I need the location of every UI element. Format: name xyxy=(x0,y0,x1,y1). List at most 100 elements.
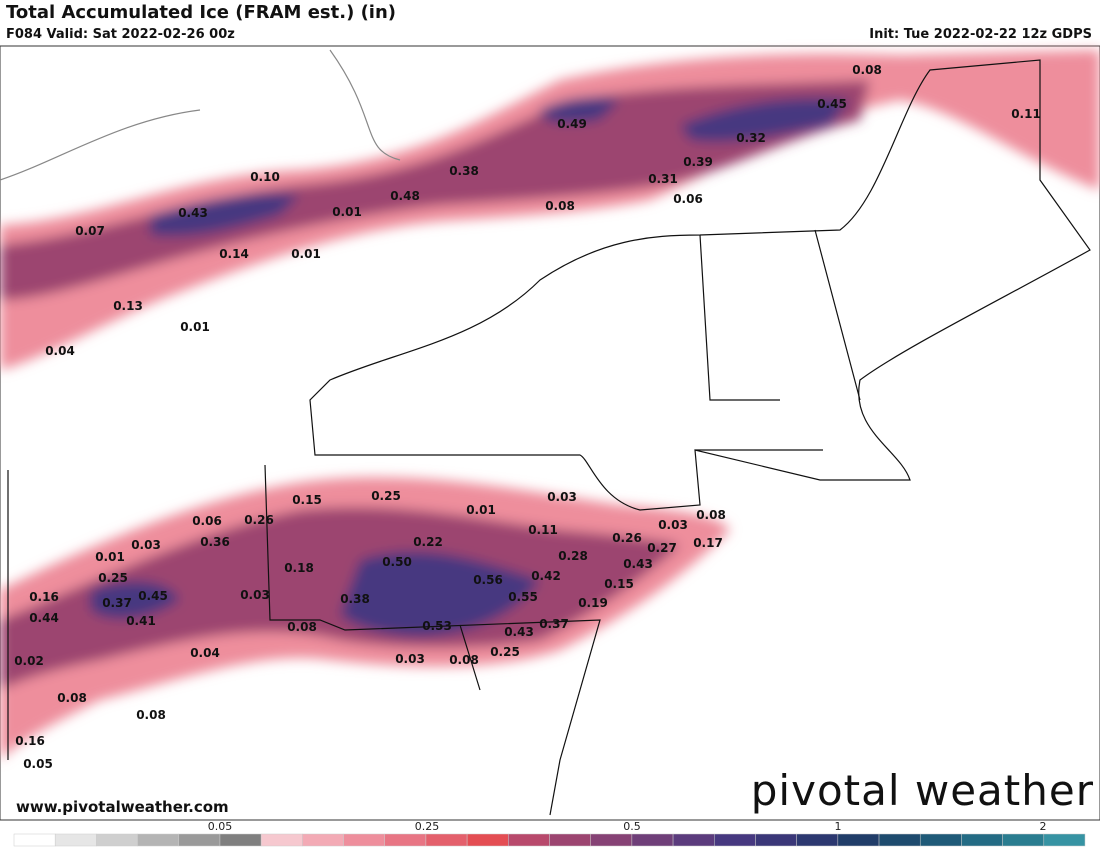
ice-label: 0.08 xyxy=(696,508,726,522)
ice-label: 0.56 xyxy=(473,573,503,587)
title: Total Accumulated Ice (FRAM est.) (in) xyxy=(6,2,397,23)
ice-label: 0.01 xyxy=(95,550,125,564)
ice-label: 0.42 xyxy=(531,569,561,583)
ice-label: 0.44 xyxy=(29,611,59,625)
ice-label: 0.08 xyxy=(287,620,317,634)
logo: pivotal weather xyxy=(750,766,1094,815)
colorbar-swatch xyxy=(54,833,97,847)
colorbar-swatch xyxy=(466,833,509,847)
ice-label: 0.08 xyxy=(449,653,479,667)
ice-label: 0.07 xyxy=(75,224,105,238)
ice-label: 0.04 xyxy=(45,344,75,358)
ice-label: 0.53 xyxy=(422,619,452,633)
colorbar-swatch xyxy=(714,833,756,847)
ice-label: 0.02 xyxy=(14,654,44,668)
ice-label: 0.01 xyxy=(291,247,321,261)
ice-label: 0.03 xyxy=(547,490,577,504)
colorbar-swatch xyxy=(590,833,633,847)
colorbar-label: 2 xyxy=(1040,820,1047,833)
ice-label: 0.19 xyxy=(578,596,608,610)
ice-label: 0.06 xyxy=(192,514,222,528)
colorbar-swatch xyxy=(796,833,839,847)
ice-label: 0.01 xyxy=(466,503,496,517)
ice-label: 0.36 xyxy=(200,535,230,549)
ice-label: 0.41 xyxy=(126,614,156,628)
ice-label: 0.31 xyxy=(648,172,678,186)
ice-label: 0.43 xyxy=(178,206,208,220)
ice-label: 0.26 xyxy=(244,513,274,527)
ice-label: 0.50 xyxy=(382,555,412,569)
ice-label: 0.08 xyxy=(545,199,575,213)
ice-label: 0.39 xyxy=(683,155,713,169)
colorbar-swatch xyxy=(425,833,468,847)
ice-label: 0.13 xyxy=(113,299,143,313)
colorbar-label: 0.5 xyxy=(623,820,641,833)
ice-label: 0.25 xyxy=(490,645,520,659)
ice-label: 0.15 xyxy=(292,493,322,507)
ice-label: 0.37 xyxy=(102,596,132,610)
colorbar-swatch xyxy=(1043,833,1086,847)
ice-label: 0.16 xyxy=(15,734,45,748)
colorbar-label: 0.05 xyxy=(208,820,233,833)
ice-label: 0.25 xyxy=(98,571,128,585)
colorbar-swatch xyxy=(878,833,921,847)
boundaries xyxy=(0,49,1091,816)
valid-time: F084 Valid: Sat 2022-02-26 00z xyxy=(6,27,235,42)
ice-label: 0.48 xyxy=(390,189,420,203)
ice-label: 0.14 xyxy=(219,247,249,261)
ice-label: 0.08 xyxy=(136,708,166,722)
colorbar-swatch xyxy=(755,833,797,847)
ice-label: 0.45 xyxy=(138,589,168,603)
colorbar-swatch xyxy=(260,833,303,847)
ice-label: 0.08 xyxy=(57,691,87,705)
ice-label: 0.45 xyxy=(817,97,847,111)
ice-label: 0.17 xyxy=(693,536,723,550)
ice-label: 0.06 xyxy=(673,192,703,206)
ice-label: 0.43 xyxy=(504,625,534,639)
ice-label: 0.18 xyxy=(284,561,314,575)
ice-label: 0.55 xyxy=(508,590,538,604)
colorbar-swatch xyxy=(219,833,262,847)
ice-label: 0.25 xyxy=(371,489,401,503)
ice-label: 0.03 xyxy=(131,538,161,552)
colorbar-swatch xyxy=(178,833,221,847)
ice-label: 0.03 xyxy=(658,518,688,532)
colorbar-swatch xyxy=(343,833,385,847)
ice-shading xyxy=(0,50,1100,760)
colorbar-swatch xyxy=(137,833,180,847)
colorbar-label: 0.25 xyxy=(415,820,440,833)
ice-label: 0.37 xyxy=(539,617,569,631)
ice-label: 0.03 xyxy=(240,588,270,602)
colorbar-swatch xyxy=(508,833,550,847)
colorbar-swatch xyxy=(13,833,56,847)
ice-label: 0.05 xyxy=(23,757,53,771)
colorbar-swatch xyxy=(961,833,1003,847)
ice-label: 0.11 xyxy=(1011,107,1041,121)
ice-label: 0.15 xyxy=(604,577,634,591)
colorbar-swatch xyxy=(837,833,880,847)
ice-label: 0.38 xyxy=(340,592,370,606)
ice-label: 0.49 xyxy=(557,117,587,131)
colorbar-swatch xyxy=(631,833,674,847)
ice-label: 0.27 xyxy=(647,541,677,555)
colorbar-swatch xyxy=(1002,833,1045,847)
colorbar-swatch xyxy=(302,833,344,847)
ice-label: 0.16 xyxy=(29,590,59,604)
ice-label: 0.43 xyxy=(623,557,653,571)
ice-label: 0.08 xyxy=(852,63,882,77)
ice-label: 0.01 xyxy=(180,320,210,334)
colorbar-label: 1 xyxy=(835,820,842,833)
ice-label: 0.10 xyxy=(250,170,280,184)
ice-label: 0.11 xyxy=(528,523,558,537)
source-url: www.pivotalweather.com xyxy=(16,798,229,816)
colorbar-swatch xyxy=(384,833,427,847)
ice-label: 0.28 xyxy=(558,549,588,563)
ice-label: 0.04 xyxy=(190,646,220,660)
ice-label: 0.03 xyxy=(395,652,425,666)
ice-label: 0.22 xyxy=(413,535,443,549)
ice-label: 0.01 xyxy=(332,205,362,219)
colorbar-swatch xyxy=(919,833,962,847)
init-time: Init: Tue 2022-02-22 12z GDPS xyxy=(869,27,1092,42)
